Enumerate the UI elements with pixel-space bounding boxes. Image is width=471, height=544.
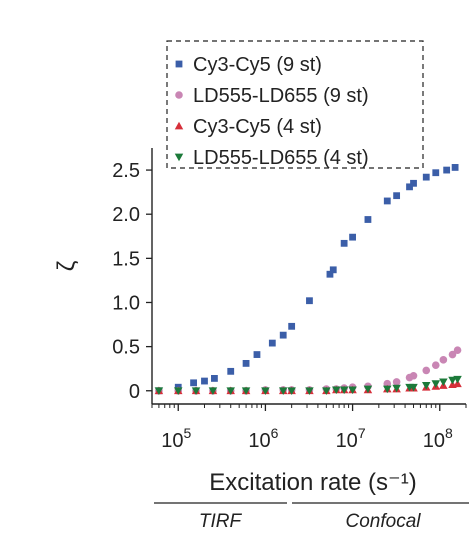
legend-frame bbox=[166, 40, 424, 169]
data-point bbox=[349, 233, 356, 241]
data-point bbox=[431, 380, 441, 388]
y-tick-label: 1.0 bbox=[112, 292, 140, 314]
y-tick-label: 2.0 bbox=[112, 204, 140, 226]
x-tick-label: 107 bbox=[336, 425, 366, 452]
data-point bbox=[306, 297, 313, 305]
x-tick-label: 106 bbox=[248, 425, 278, 452]
region-labels: TIRF Confocal bbox=[154, 502, 469, 532]
data-point bbox=[392, 378, 401, 386]
data-point bbox=[363, 385, 373, 394]
data-point bbox=[191, 387, 201, 396]
data-point bbox=[173, 387, 183, 396]
data-point bbox=[383, 197, 391, 205]
data-point bbox=[253, 351, 261, 358]
data-point bbox=[432, 169, 440, 177]
data-point bbox=[422, 382, 431, 390]
data-point bbox=[409, 383, 418, 392]
region-label: Confocal bbox=[346, 511, 422, 532]
legend-label: Cy3-Cy5 (9 st) bbox=[193, 54, 322, 76]
x-axis-title: Excitation rate (s⁻¹) bbox=[209, 469, 416, 496]
data-point bbox=[410, 179, 417, 187]
data-point bbox=[451, 164, 459, 171]
y-tick-label: 0 bbox=[129, 381, 140, 403]
data-point bbox=[227, 367, 235, 375]
data-point bbox=[448, 376, 457, 385]
data-point bbox=[201, 377, 208, 385]
x-tick-label: 108 bbox=[423, 425, 453, 452]
data-point bbox=[422, 366, 431, 375]
x-tick-label: 105 bbox=[161, 425, 191, 452]
data-point bbox=[242, 359, 250, 367]
data-point bbox=[409, 371, 418, 380]
data-point bbox=[340, 239, 348, 247]
data-point bbox=[278, 387, 288, 396]
series-3 bbox=[154, 375, 462, 396]
data-point bbox=[268, 339, 276, 347]
data-point bbox=[332, 386, 341, 395]
data-point bbox=[329, 266, 337, 274]
data-point bbox=[288, 322, 296, 330]
data-point bbox=[261, 387, 270, 396]
data-point bbox=[383, 385, 392, 394]
data-point bbox=[226, 387, 235, 396]
legend-marker bbox=[175, 91, 183, 99]
data-point bbox=[305, 387, 314, 396]
data-point bbox=[287, 387, 296, 396]
data-point bbox=[322, 387, 331, 396]
legend-marker bbox=[174, 121, 184, 130]
data-point bbox=[406, 183, 413, 191]
data-point bbox=[439, 378, 448, 387]
data-point bbox=[453, 375, 462, 384]
data-point bbox=[431, 361, 440, 369]
legend-label: LD555-LD655 (4 st) bbox=[193, 147, 369, 169]
y-axis-title: ζ bbox=[53, 260, 80, 271]
y-tick-label: 0.5 bbox=[112, 337, 140, 359]
data-point bbox=[208, 387, 218, 396]
legend-item: Cy3-Cy5 (9 st) bbox=[175, 54, 322, 76]
data-point bbox=[443, 166, 451, 174]
data-point bbox=[154, 387, 164, 396]
legend-item: Cy3-Cy5 (4 st) bbox=[174, 116, 322, 138]
data-point bbox=[326, 270, 334, 278]
data-point bbox=[448, 350, 457, 359]
legend-marker bbox=[174, 153, 184, 162]
legend-marker bbox=[175, 60, 183, 68]
data-point bbox=[392, 384, 401, 393]
y-tick-label: 2.5 bbox=[112, 160, 140, 182]
data-point bbox=[364, 216, 372, 223]
axes: 0 0.5 1.0 1.5 2.0 2.5 105 106 107 108 Excitation r… bbox=[53, 148, 467, 496]
data-marks bbox=[154, 164, 462, 396]
series-0 bbox=[155, 164, 459, 395]
data-point bbox=[453, 346, 462, 354]
legend-label: LD555-LD655 (9 st) bbox=[193, 85, 369, 107]
data-point bbox=[439, 356, 448, 364]
legend-item: LD555-LD655 (9 st) bbox=[175, 85, 369, 107]
region-label: TIRF bbox=[199, 511, 243, 532]
legend: Cy3-Cy5 (9 st) LD555-LD655 (9 st) Cy3-Cy5 … bbox=[166, 40, 424, 169]
legend-item: LD555-LD655 (4 st) bbox=[174, 147, 369, 169]
data-point bbox=[339, 386, 349, 395]
data-point bbox=[279, 331, 287, 339]
data-point bbox=[393, 192, 401, 200]
legend-label: Cy3-Cy5 (4 st) bbox=[193, 116, 322, 138]
data-point bbox=[422, 173, 430, 181]
y-tick-label: 1.5 bbox=[112, 248, 140, 270]
data-point bbox=[211, 375, 218, 382]
data-point bbox=[190, 379, 197, 387]
data-point bbox=[348, 386, 357, 395]
data-point bbox=[241, 387, 251, 396]
